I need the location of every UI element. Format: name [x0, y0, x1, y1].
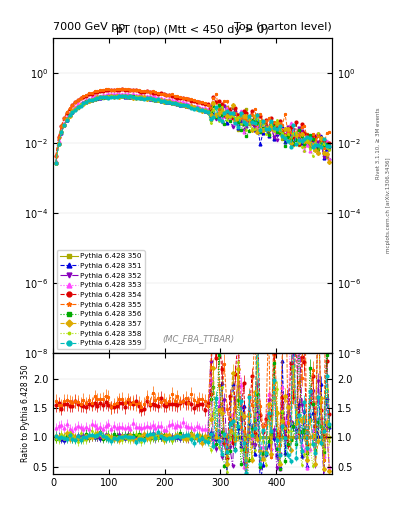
Text: Rivet 3.1.10, ≥ 3M events: Rivet 3.1.10, ≥ 3M events — [376, 108, 380, 179]
Text: (MC_FBA_TTBAR): (MC_FBA_TTBAR) — [162, 334, 234, 343]
Text: Top (parton level): Top (parton level) — [234, 22, 332, 32]
Legend: Pythia 6.428 350, Pythia 6.428 351, Pythia 6.428 352, Pythia 6.428 353, Pythia 6: Pythia 6.428 350, Pythia 6.428 351, Pyth… — [57, 250, 145, 349]
Y-axis label: Ratio to Pythia 6.428 350: Ratio to Pythia 6.428 350 — [21, 365, 30, 462]
Title: pT (top) (Mtt < 450 dy > 0): pT (top) (Mtt < 450 dy > 0) — [116, 25, 269, 35]
Text: 7000 GeV pp: 7000 GeV pp — [53, 22, 125, 32]
Text: mcplots.cern.ch [arXiv:1306.3436]: mcplots.cern.ch [arXiv:1306.3436] — [386, 157, 391, 252]
